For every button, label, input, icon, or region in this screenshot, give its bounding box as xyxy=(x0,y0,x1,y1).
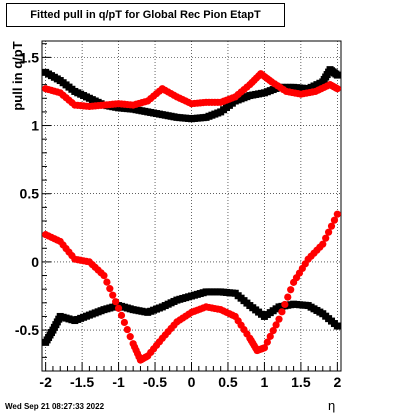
data-point xyxy=(287,286,295,294)
series-4 xyxy=(42,210,341,364)
data-point xyxy=(333,71,341,79)
y-tick-label: 1 xyxy=(31,118,39,134)
x-tick-label: -1.5 xyxy=(70,374,94,390)
data-point xyxy=(319,240,327,248)
data-point xyxy=(275,315,283,323)
data-point xyxy=(114,304,123,312)
data-point xyxy=(272,321,280,329)
data-point xyxy=(333,322,341,330)
data-point xyxy=(117,311,126,319)
data-point xyxy=(260,344,269,352)
x-axis-label: η xyxy=(328,398,336,413)
data-point xyxy=(330,216,339,224)
data-point xyxy=(109,291,117,299)
data-point xyxy=(100,271,108,280)
data-point xyxy=(112,298,120,306)
axes: -2 -1.5 -1 -0.5 0 0.5 1 1.5 2 -0.5 0 0.5 1 1.5 xyxy=(15,43,341,390)
x-tick-label: 1 xyxy=(261,374,269,390)
x-tick-label: -2 xyxy=(39,374,52,390)
x-tick-label: 2 xyxy=(333,374,341,390)
y-tick-label: -0.5 xyxy=(15,322,39,338)
y-tick-label: 0.5 xyxy=(20,186,40,202)
x-tick-label: 0.5 xyxy=(218,374,238,390)
x-tick-label: -0.5 xyxy=(143,374,167,390)
series-2 xyxy=(42,70,341,111)
y-axis-label: pull in q/pT xyxy=(10,41,25,111)
data-point xyxy=(103,278,111,286)
data-point xyxy=(126,333,134,341)
series-1 xyxy=(42,66,341,123)
data-markers xyxy=(42,66,341,364)
data-point xyxy=(325,228,333,236)
data-point xyxy=(333,210,341,218)
data-point xyxy=(281,300,289,309)
data-point xyxy=(269,327,277,335)
data-point xyxy=(322,234,330,242)
data-point xyxy=(266,332,274,340)
data-point xyxy=(106,285,114,293)
data-point xyxy=(327,222,336,230)
data-point xyxy=(333,85,341,93)
date-stamp: Wed Sep 21 08:27:33 2022 xyxy=(5,402,105,411)
chart-title: Fitted pull in q/pT for Global Rec Pion … xyxy=(6,3,285,27)
x-tick-label: 1.5 xyxy=(291,374,311,390)
y-tick-label: 0 xyxy=(31,254,39,270)
x-tick-label: 0 xyxy=(188,374,196,390)
data-point xyxy=(123,325,131,334)
data-point xyxy=(263,338,271,346)
x-tick-label: -1 xyxy=(112,374,125,390)
y-tick-label: 1.5 xyxy=(20,49,40,65)
data-point xyxy=(278,308,286,316)
data-point xyxy=(284,293,292,301)
data-point xyxy=(120,318,129,327)
